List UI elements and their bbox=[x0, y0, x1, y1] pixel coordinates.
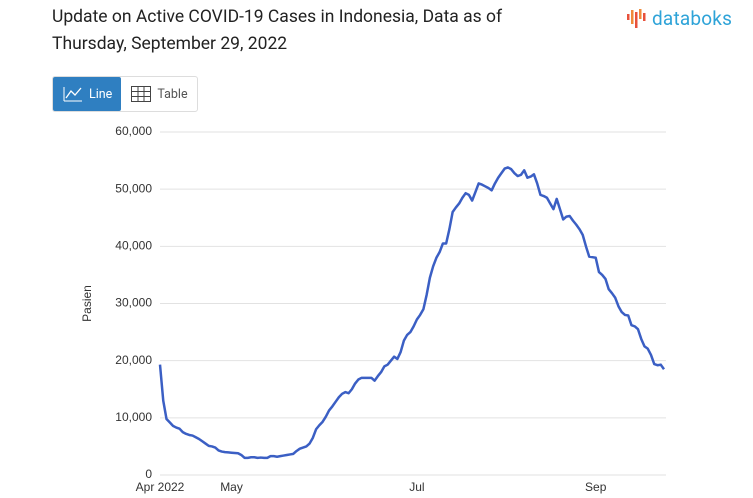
y-tick-label: 40,000 bbox=[115, 239, 152, 253]
logo-icon bbox=[627, 9, 646, 28]
table-button[interactable]: Table bbox=[121, 77, 196, 111]
chart-title: Update on Active COVID-19 Cases in Indon… bbox=[52, 7, 503, 54]
y-tick-label: 30,000 bbox=[115, 296, 152, 310]
line-series bbox=[158, 166, 666, 460]
y-tick-label: 60,000 bbox=[115, 124, 152, 138]
y-tick-label: 20,000 bbox=[115, 353, 152, 367]
y-tick-label: 50,000 bbox=[115, 181, 152, 195]
x-tick-label: May bbox=[220, 480, 243, 494]
table-icon bbox=[131, 86, 152, 102]
x-tick-label: Apr 2022 bbox=[136, 480, 185, 494]
button-label: Line bbox=[89, 86, 113, 102]
x-tick-label: Sep bbox=[585, 480, 607, 494]
logo-text: databoks bbox=[652, 6, 733, 30]
logo: databoks bbox=[626, 6, 732, 30]
y-tick-label: 10,000 bbox=[115, 410, 152, 424]
line-icon bbox=[63, 87, 82, 102]
view-toggle: Line Table bbox=[52, 76, 198, 112]
line-button[interactable]: Line bbox=[53, 77, 122, 111]
y-tick-label: 0 bbox=[145, 467, 152, 481]
button-label: Table bbox=[157, 86, 188, 102]
y-axis-label: Pasien bbox=[80, 285, 94, 322]
x-tick-label: Jul bbox=[409, 480, 424, 494]
